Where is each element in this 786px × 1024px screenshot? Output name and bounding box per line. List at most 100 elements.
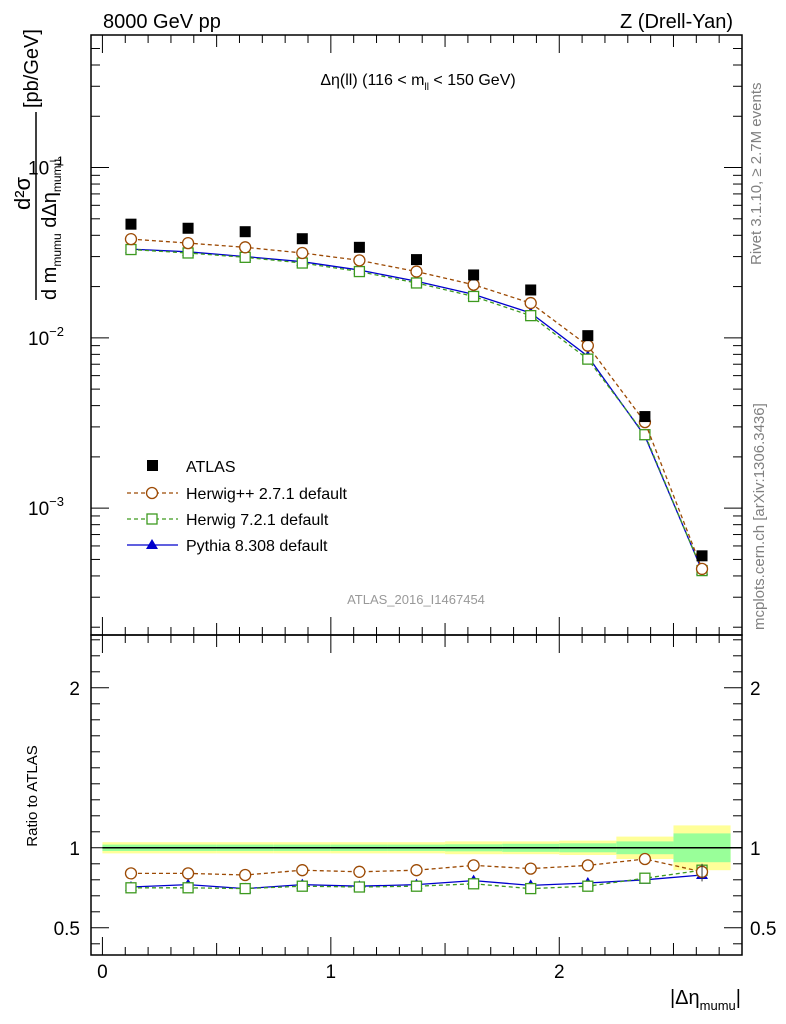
main-point-2-4: [353, 265, 366, 278]
main-y-tick-labels: 10−1 10−2 10−3: [28, 154, 64, 521]
ratio-point-0-3: [296, 864, 309, 877]
x-tick-label-1: 1: [326, 962, 337, 983]
main-series-2: [125, 243, 708, 577]
ratio-point-0-5: [410, 864, 423, 877]
ratio-ylabel: Ratio to ATLAS: [24, 745, 41, 846]
main-point-0-10: [696, 550, 708, 562]
ratio-point-1-4: [353, 881, 366, 893]
main-series: [124, 218, 709, 577]
legend-entry-herwigpp: Herwig++ 2.7.1 default: [127, 486, 348, 503]
legend-label-herwigpp: Herwig++ 2.7.1 default: [186, 486, 348, 503]
ylabel-numerator: d²σ: [10, 176, 35, 210]
ratio-y-tick-label-0: 0.5: [54, 919, 80, 940]
ratio-point-1-5: [410, 880, 423, 892]
main-point-1-7: [524, 296, 537, 310]
main-axis-ticks: [91, 35, 742, 635]
rivet-label: Rivet 3.1.10, ≥ 2.7M events: [748, 83, 765, 266]
main-point-0-7: [525, 284, 537, 296]
ratio-point-0-6: [467, 859, 480, 872]
legend-label-atlas: ATLAS: [186, 459, 236, 476]
main-point-0-8: [582, 330, 594, 342]
ratio-point-0-1: [181, 867, 195, 880]
main-point-1-8: [581, 339, 594, 352]
main-series-1: [124, 232, 709, 576]
ratio-y-tick-label-2: 2: [69, 679, 80, 700]
ratio-line-1: [130, 869, 703, 890]
main-point-0-3: [296, 233, 308, 245]
ratio-axis-ticks: [91, 635, 742, 955]
main-series-0: [125, 218, 708, 562]
x-axis-label: |Δηmumu|: [670, 987, 741, 1013]
legend-label-herwig7: Herwig 7.2.1 default: [186, 512, 329, 529]
x-tick-label-2: 2: [554, 962, 565, 983]
legend-marker-pythia: [146, 539, 158, 549]
main-point-1-2: [239, 241, 252, 254]
ratio-point-0-4: [353, 865, 366, 878]
ratio-frame: [90, 634, 743, 956]
main-point-0-4: [353, 241, 365, 253]
main-point-2-7: [525, 309, 537, 322]
ratio-point-0-8: [581, 859, 594, 872]
main-point-2-0: [125, 243, 137, 256]
main-point-0-0: [125, 218, 137, 230]
ratio-tick-labels: 0.5 0.5 1 1 2 2 0 1 2: [54, 679, 777, 983]
header-left: 8000 GeV pp: [103, 11, 221, 33]
main-point-1-3: [296, 246, 309, 260]
ylabel-unit: [pb/GeV]: [21, 29, 43, 108]
main-y-tick-label-2: 10−3: [28, 494, 64, 520]
ylabel-denominator: d mmumu dΔηmumu: [39, 159, 64, 300]
main-point-0-2: [239, 226, 251, 238]
main-point-1-0: [124, 232, 138, 246]
main-y-tick-label-1: 10−2: [28, 324, 64, 350]
main-point-1-6: [467, 278, 480, 291]
main-panel: 10−1 10−2 10−3: [28, 34, 743, 636]
analysis-id: ATLAS_2016_I1467454: [347, 592, 485, 607]
main-ylabel: d²σ d mmumu dΔηmumu [pb/GeV]: [10, 29, 64, 300]
ratio-point-1-0: [125, 882, 137, 894]
main-point-0-1: [182, 222, 194, 234]
legend-marker-herwig7: [146, 513, 158, 525]
legend-entry-atlas: ATLAS: [147, 459, 236, 476]
ratio-panel: 0.5 0.5 1 1 2 2 0 1 2: [54, 634, 777, 983]
ratio-point-0-7: [524, 862, 537, 875]
ratio-y-tick-label-right-0: 0.5: [750, 919, 776, 940]
ratio-y-tick-label-right-1: 1: [750, 839, 761, 860]
main-point-2-2: [239, 251, 251, 263]
ratio-line-0: [130, 858, 703, 876]
legend-marker-atlas: [147, 460, 158, 471]
ratio-point-1-6: [467, 878, 480, 890]
ratio-point-1-7: [525, 882, 537, 895]
main-point-2-6: [467, 290, 480, 303]
main-point-2-5: [410, 277, 423, 289]
main-point-2-3: [296, 257, 308, 269]
main-point-1-10: [695, 562, 709, 576]
ratio-point-1-3: [296, 880, 308, 892]
ratio-y-tick-label-1: 1: [69, 839, 80, 860]
main-point-2-1: [182, 247, 194, 259]
ratio-point-0-9: [638, 852, 652, 866]
header-right: Z (Drell-Yan): [620, 11, 733, 33]
ratio-uncertainty-bands: [102, 825, 742, 871]
ratio-series: [124, 852, 709, 895]
ratio-point-0-0: [124, 867, 138, 880]
ratio-y-tick-label-right-2: 2: [750, 679, 761, 700]
mcplots-label: mcplots.cern.ch [arXiv:1306.3436]: [751, 403, 768, 630]
ratio-point-1-1: [182, 882, 194, 894]
main-title: Δη(ll) (116 < mll < 150 GeV): [320, 72, 515, 93]
ratio-point-1-2: [239, 882, 251, 895]
main-y-tick-label-0: 10−1: [28, 154, 64, 180]
x-tick-label-0: 0: [97, 962, 108, 983]
main-point-1-1: [181, 236, 195, 250]
ratio-point-1-9: [639, 872, 651, 884]
main-point-1-4: [353, 254, 366, 267]
main-point-1-5: [410, 265, 423, 278]
legend-label-pythia: Pythia 8.308 default: [186, 538, 328, 555]
legend-marker-herwigpp: [145, 486, 159, 500]
legend-entry-herwig7: Herwig 7.2.1 default: [127, 512, 329, 529]
main-point-0-9: [639, 411, 651, 423]
legend: ATLAS Herwig++ 2.7.1 default Herwig 7.2.…: [127, 459, 348, 555]
ratio-point-0-2: [239, 868, 252, 882]
main-point-0-5: [411, 254, 422, 266]
main-point-2-8: [582, 353, 594, 365]
